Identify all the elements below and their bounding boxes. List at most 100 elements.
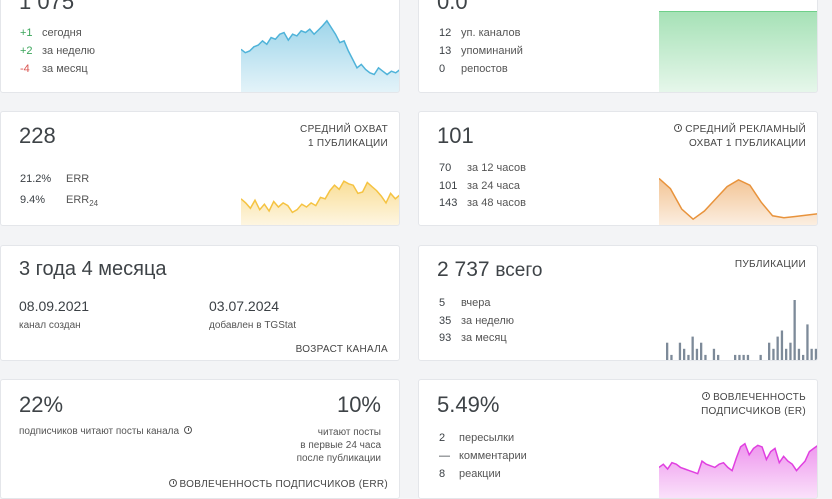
er-card: 5.49% ВОВЛЕЧЕННОСТЬ ПОДПИСЧИКОВ (ER) 2 пер…: [418, 379, 818, 499]
stat-value: +1: [20, 27, 33, 39]
bar: [734, 354, 737, 360]
bar: [797, 348, 801, 360]
stat-label: за месяц: [42, 63, 88, 75]
bar: [691, 336, 694, 360]
label-text: ВОВЛЕЧЕННОСТЬ: [713, 392, 806, 403]
ad-reach-24h: 101 за 24 часа: [439, 180, 520, 192]
bar: [700, 342, 703, 360]
stat-value: 21.2%: [20, 173, 52, 185]
area-fill: [241, 20, 399, 92]
bar: [772, 348, 775, 360]
er-label: ВОВЛЕЧЕННОСТЬ ПОДПИСЧИКОВ (ER): [699, 391, 806, 419]
bar: [780, 330, 784, 360]
ad-reach-12h: 70 за 12 часов: [439, 162, 526, 174]
ad-reach-chart: [659, 177, 817, 225]
label-line: ВОВЛЕЧЕННОСТЬ: [699, 391, 806, 405]
stat-label: за 12 часов: [467, 162, 526, 174]
bar: [687, 354, 690, 360]
ad-reach-label: СРЕДНИЙ РЕКЛАМНЫЙ ОХВАТ 1 ПУБЛИКАЦИИ: [671, 123, 806, 151]
series-line: [659, 442, 817, 475]
mentions-card: 0.0 12 уп. каналов 13 упоминаний 0 репостов: [418, 0, 818, 93]
err-card: 22% подписчиков читают посты канала 10% …: [0, 379, 400, 499]
label-line: ОХВАТ 1 ПУБЛИКАЦИИ: [689, 138, 806, 149]
stat-label: за неделю: [42, 45, 96, 57]
mentions-chart: [659, 11, 817, 92]
label-line: СРЕДНИЙ ОХВАТ: [300, 124, 388, 135]
posts-total-value: 2 737: [437, 258, 490, 281]
posts-total: 2 737 всего: [437, 258, 542, 282]
info-icon[interactable]: [184, 426, 193, 434]
bar: [695, 348, 699, 360]
stat-value: +2: [20, 45, 33, 57]
stat-label: ERR: [66, 194, 90, 206]
avg-reach-card: 228 СРЕДНИЙ ОХВАТ 1 ПУБЛИКАЦИИ 21.2% ERR 9…: [0, 111, 400, 226]
er-reactions: 8 реакции: [439, 468, 501, 480]
er-comments: — комментарии: [439, 450, 527, 462]
bar: [712, 348, 716, 360]
stat-value: 0: [439, 63, 446, 75]
series-line: [241, 19, 399, 76]
label-line: СРЕДНИЙ РЕКЛАМНЫЙ: [671, 123, 806, 137]
avg-reach-label: СРЕДНИЙ ОХВАТ 1 ПУБЛИКАЦИИ: [300, 123, 388, 151]
clock-icon: [702, 392, 711, 400]
text-line: в первые 24 часа: [300, 440, 381, 451]
label-text: СРЕДНИЙ РЕКЛАМНЫЙ: [685, 124, 806, 135]
err24-row: 9.4% ERR24: [20, 194, 98, 208]
stat-value: —: [439, 450, 450, 462]
stat-value: 5: [439, 297, 446, 309]
bar: [776, 336, 779, 360]
er-chart: [659, 442, 817, 498]
er-forwards: 2 пересылки: [439, 432, 514, 444]
stat-label: за неделю: [461, 315, 515, 327]
stat-label: вчера: [461, 297, 491, 309]
bar: [738, 354, 741, 360]
stat-label: ERR: [66, 173, 90, 185]
stat-label: репостов: [461, 63, 508, 75]
stat-value: 70: [439, 162, 452, 174]
bar: [789, 342, 792, 360]
stat-label: за 48 часов: [467, 197, 526, 209]
text-line: читают посты: [317, 427, 381, 438]
bar: [746, 354, 750, 360]
created-label: канал создан: [19, 320, 81, 331]
text-line: после публикации: [296, 453, 381, 464]
created-date: 08.09.2021: [19, 298, 90, 314]
err-row: 21.2% ERR: [20, 173, 89, 185]
added-label: добавлен в TGStat: [209, 320, 297, 331]
bar: [683, 348, 686, 360]
err-label: ВОВЛЕЧЕННОСТЬ ПОДПИСЧИКОВ (ERR): [166, 478, 388, 492]
posts-yesterday: 5 вчера: [439, 297, 490, 309]
posts-card: 2 737 всего ПУБЛИКАЦИИ 5 вчера 35 за недел…: [418, 245, 818, 361]
channel-age-label: ВОЗРАСТ КАНАЛА: [295, 344, 388, 355]
mention-channels: 12 уп. каналов: [439, 27, 520, 39]
stat-value: 9.4%: [20, 194, 46, 206]
clock-icon: [168, 479, 177, 487]
posts-chart: [666, 300, 817, 360]
bar: [759, 354, 762, 360]
subscribers-week: +2 за неделю: [20, 45, 95, 57]
stat-label: пересылки: [459, 432, 515, 444]
stat-label: за 24 часа: [467, 180, 520, 192]
stat-value: -4: [20, 63, 30, 75]
area-fill: [241, 181, 399, 225]
bar: [704, 354, 707, 360]
subscribers-today: +1 сегодня: [20, 27, 82, 39]
stat-value: 12: [439, 27, 452, 39]
stat-value: 143: [439, 197, 458, 209]
ad-reach-48h: 143 за 48 часов: [439, 197, 526, 209]
ad-reach-card: 101 СРЕДНИЙ РЕКЛАМНЫЙ ОХВАТ 1 ПУБЛИКАЦИИ …: [418, 111, 818, 226]
stat-value: 35: [439, 315, 452, 327]
bar: [793, 300, 796, 360]
subscribers-month: -4 за месяц: [20, 63, 88, 75]
reposts-count: 0 репостов: [439, 63, 508, 75]
err-left-value: 22%: [19, 392, 64, 417]
stat-label: за месяц: [461, 332, 507, 344]
stat-value: 13: [439, 45, 452, 57]
stat-value: 93: [439, 332, 452, 344]
bar: [717, 354, 720, 360]
bar: [785, 348, 788, 360]
bar: [810, 348, 813, 360]
stat-value: 101: [439, 180, 458, 192]
channel-age-value: 3 года 4 месяца: [19, 258, 167, 280]
posts-week: 35 за неделю: [439, 315, 514, 327]
